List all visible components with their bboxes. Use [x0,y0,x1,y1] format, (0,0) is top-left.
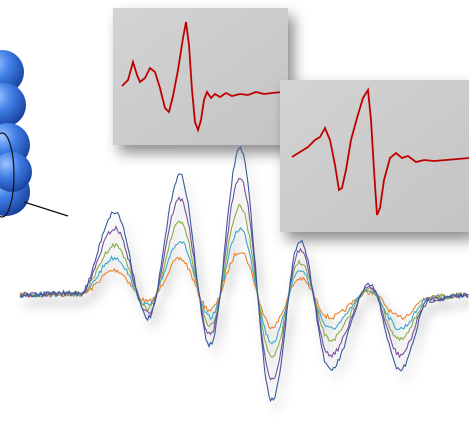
page: {} (() => { co [0,0,469,429]
inset-background [280,80,469,232]
sphere-cluster [0,50,68,217]
pointer-line [24,202,68,216]
inset-panel [280,80,469,232]
illustration [0,0,469,429]
sphere [0,83,26,127]
